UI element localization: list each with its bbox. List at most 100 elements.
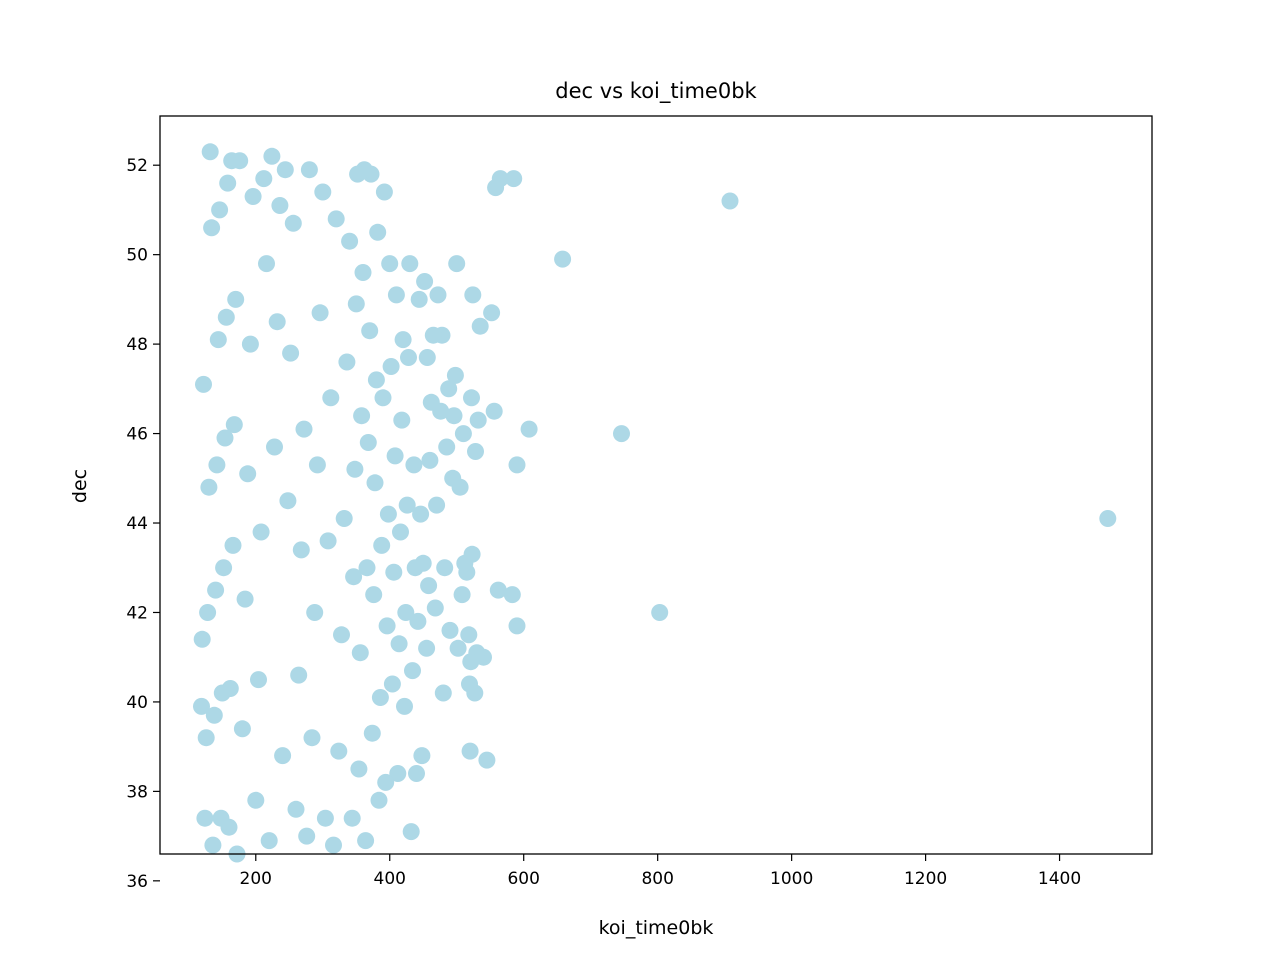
data-point <box>306 604 324 621</box>
data-point <box>350 760 368 778</box>
data-point <box>390 635 408 653</box>
data-point <box>333 626 350 644</box>
data-point <box>209 331 227 349</box>
data-point <box>236 590 254 608</box>
data-point <box>203 219 221 237</box>
data-point <box>205 706 223 724</box>
data-point <box>421 451 439 469</box>
data-point <box>438 438 456 456</box>
data-point <box>461 675 478 693</box>
data-point <box>412 505 430 523</box>
data-point <box>316 809 334 827</box>
data-point <box>252 523 270 541</box>
data-point <box>201 143 219 161</box>
data-point <box>377 773 395 791</box>
data-point <box>341 232 359 250</box>
data-point <box>287 800 305 818</box>
data-point <box>378 617 396 635</box>
x-tick-label: 200 <box>240 869 272 889</box>
x-tick-label: 400 <box>374 869 406 889</box>
data-point <box>386 447 404 465</box>
data-point <box>503 586 521 604</box>
data-point <box>456 554 474 572</box>
data-point <box>418 639 436 657</box>
data-point <box>520 420 538 438</box>
data-point <box>314 183 332 201</box>
data-point <box>260 832 278 850</box>
data-point <box>449 639 467 657</box>
data-point <box>446 366 464 384</box>
data-point <box>311 304 329 322</box>
data-point <box>398 496 416 514</box>
data-point <box>405 456 423 474</box>
y-tick-label: 36 <box>126 872 148 892</box>
data-point <box>367 371 385 389</box>
data-point <box>349 165 367 183</box>
data-point <box>195 375 212 393</box>
data-point <box>263 147 281 165</box>
data-point <box>471 317 489 335</box>
y-tick-label: 38 <box>126 782 148 802</box>
data-point <box>217 308 235 326</box>
data-point <box>385 563 403 581</box>
data-point <box>266 438 283 456</box>
data-point <box>227 290 245 308</box>
x-tick-label: 1200 <box>904 869 947 889</box>
data-point <box>448 255 466 273</box>
data-point <box>255 170 273 188</box>
x-tick-label: 1400 <box>1038 869 1081 889</box>
data-point <box>193 630 211 648</box>
data-point <box>508 456 526 474</box>
data-point <box>416 273 434 290</box>
data-point <box>241 335 259 353</box>
data-point <box>213 684 231 702</box>
x-tick-label: 1000 <box>770 869 813 889</box>
data-point <box>361 322 379 340</box>
data-point <box>223 152 241 170</box>
data-point <box>396 697 413 715</box>
x-axis: 200 400 600 800 1000 1200 1400 <box>240 854 1081 889</box>
data-point <box>381 255 399 273</box>
data-point <box>410 290 428 308</box>
data-point <box>409 612 427 630</box>
data-point <box>303 729 321 747</box>
data-point <box>274 747 292 765</box>
data-point <box>383 675 401 693</box>
data-point <box>197 729 215 747</box>
data-point <box>353 407 371 425</box>
data-point <box>268 313 286 331</box>
data-point <box>319 532 337 550</box>
y-tick-label: 40 <box>126 693 148 713</box>
y-tick-label: 42 <box>126 603 148 623</box>
data-point <box>420 577 438 595</box>
data-point <box>422 393 440 411</box>
data-point <box>394 331 412 349</box>
data-point <box>282 344 300 362</box>
data-point <box>651 604 669 621</box>
data-point <box>483 304 501 322</box>
data-point <box>424 326 442 344</box>
data-point <box>406 559 424 577</box>
data-point <box>207 581 225 599</box>
data-point <box>370 791 388 809</box>
data-point <box>1099 510 1117 527</box>
data-point <box>200 478 218 496</box>
data-point <box>366 474 384 492</box>
data-point <box>478 751 496 769</box>
y-tick-label: 50 <box>126 246 148 266</box>
data-point <box>554 250 572 268</box>
data-point <box>233 720 251 738</box>
y-axis-label: dec <box>69 469 91 503</box>
data-point <box>196 809 214 827</box>
data-point <box>346 460 364 478</box>
data-point <box>212 809 230 827</box>
data-point <box>508 617 526 635</box>
data-point <box>429 286 447 304</box>
data-point <box>505 170 523 188</box>
data-point <box>379 505 397 523</box>
data-point <box>308 456 326 474</box>
data-point <box>401 255 419 273</box>
data-point <box>354 264 372 281</box>
data-point <box>467 443 484 460</box>
